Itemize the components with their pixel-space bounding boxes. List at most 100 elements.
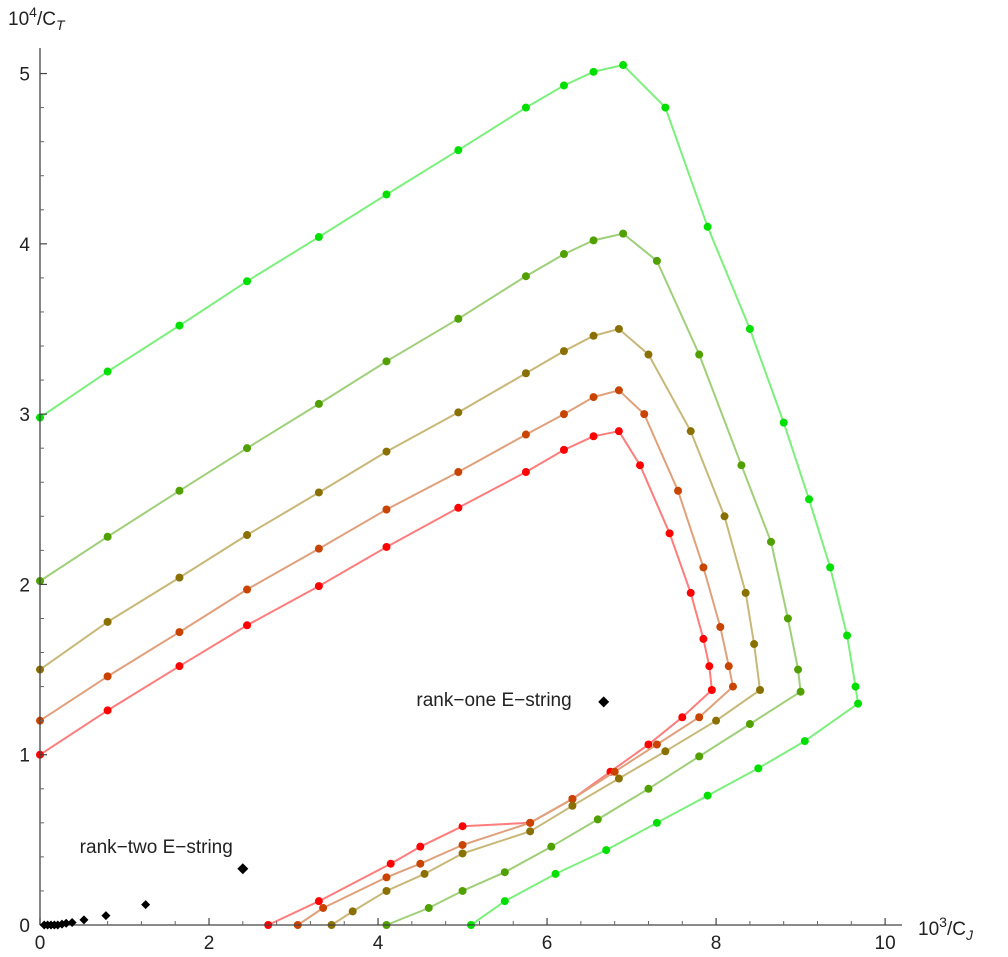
data-point xyxy=(500,897,509,906)
x-tick-label: 8 xyxy=(711,933,722,954)
black-diamond-point xyxy=(141,900,151,910)
data-point xyxy=(854,699,863,708)
y-tick-label: 2 xyxy=(19,575,30,596)
data-point xyxy=(800,737,809,746)
data-point xyxy=(348,907,357,916)
black-diamond-point xyxy=(101,911,111,921)
point-annotation-label: rank−one E−string xyxy=(416,690,571,711)
data-point xyxy=(767,537,776,546)
data-point xyxy=(695,752,704,761)
data-point xyxy=(644,740,653,749)
data-point xyxy=(547,842,556,851)
data-point xyxy=(843,631,852,640)
data-point xyxy=(745,720,754,729)
data-point xyxy=(636,461,645,470)
data-point xyxy=(314,488,323,497)
y-tick-label: 5 xyxy=(19,65,30,86)
y-tick-label: 0 xyxy=(19,916,30,937)
data-point xyxy=(458,840,467,849)
data-point xyxy=(454,503,463,512)
data-point xyxy=(728,682,737,691)
data-point xyxy=(243,531,252,540)
data-point xyxy=(382,886,391,895)
data-point xyxy=(783,614,792,623)
y-axis-label: 104/CT xyxy=(8,4,66,33)
data-point xyxy=(661,747,670,756)
data-point xyxy=(695,350,704,359)
data-point xyxy=(805,495,814,504)
data-point xyxy=(661,103,670,112)
black-diamond-point xyxy=(79,915,89,925)
data-point xyxy=(652,818,661,827)
black-diamond-point xyxy=(61,918,71,928)
data-point xyxy=(382,873,391,882)
data-point xyxy=(686,588,695,597)
data-point xyxy=(243,444,252,453)
data-point xyxy=(382,542,391,551)
point-annotation-label: rank−two E−string xyxy=(80,837,233,858)
data-point xyxy=(458,886,467,895)
data-point xyxy=(756,685,765,694)
data-point xyxy=(420,869,429,878)
data-point xyxy=(175,628,184,637)
data-point xyxy=(416,859,425,868)
y-axis-ticks: 0 1 2 3 4 5 xyxy=(19,65,47,937)
x-tick-label: 4 xyxy=(373,933,384,954)
data-point xyxy=(382,190,391,199)
data-point xyxy=(644,350,653,359)
data-point xyxy=(458,849,467,858)
data-point xyxy=(695,713,704,722)
data-point xyxy=(589,393,598,402)
data-point xyxy=(243,621,252,630)
data-point xyxy=(314,582,323,591)
data-point xyxy=(796,687,805,696)
data-point xyxy=(382,357,391,366)
data-point xyxy=(386,859,395,868)
data-point xyxy=(851,682,860,691)
data-point xyxy=(614,386,623,395)
data-point xyxy=(716,622,725,631)
data-point xyxy=(314,544,323,553)
data-point xyxy=(745,324,754,333)
data-point xyxy=(382,447,391,456)
data-point xyxy=(589,331,598,340)
data-point xyxy=(314,399,323,408)
annotations-layer: rank−one E−string rank−two E−string xyxy=(39,690,610,930)
data-point xyxy=(754,764,763,773)
data-point xyxy=(614,324,623,333)
data-point xyxy=(640,410,649,419)
data-point xyxy=(589,432,598,441)
data-point xyxy=(589,236,598,245)
data-point xyxy=(686,427,695,436)
data-point xyxy=(665,529,674,538)
data-point xyxy=(103,532,112,541)
x-tick-label: 10 xyxy=(875,933,896,954)
data-point xyxy=(568,794,577,803)
series-layer xyxy=(36,61,863,929)
data-point xyxy=(559,410,568,419)
data-point xyxy=(454,408,463,417)
data-point xyxy=(526,827,535,836)
data-point xyxy=(416,842,425,851)
data-point xyxy=(720,512,729,521)
data-point xyxy=(678,713,687,722)
data-point xyxy=(826,563,835,572)
data-point xyxy=(593,815,602,824)
x-axis-label: 103/CJ xyxy=(918,914,974,943)
black-diamond-point xyxy=(67,917,77,927)
data-point xyxy=(750,640,759,649)
data-point xyxy=(454,468,463,477)
series-line-3 xyxy=(39,328,761,926)
data-point xyxy=(458,822,467,831)
data-point xyxy=(521,272,530,281)
data-point xyxy=(737,461,746,470)
data-point xyxy=(712,716,721,725)
data-point xyxy=(103,706,112,715)
data-point xyxy=(551,869,560,878)
special-diamond-point xyxy=(237,863,249,875)
data-point xyxy=(674,486,683,495)
data-point xyxy=(500,868,509,877)
data-point xyxy=(602,846,611,855)
data-point xyxy=(559,250,568,259)
data-point xyxy=(175,321,184,330)
